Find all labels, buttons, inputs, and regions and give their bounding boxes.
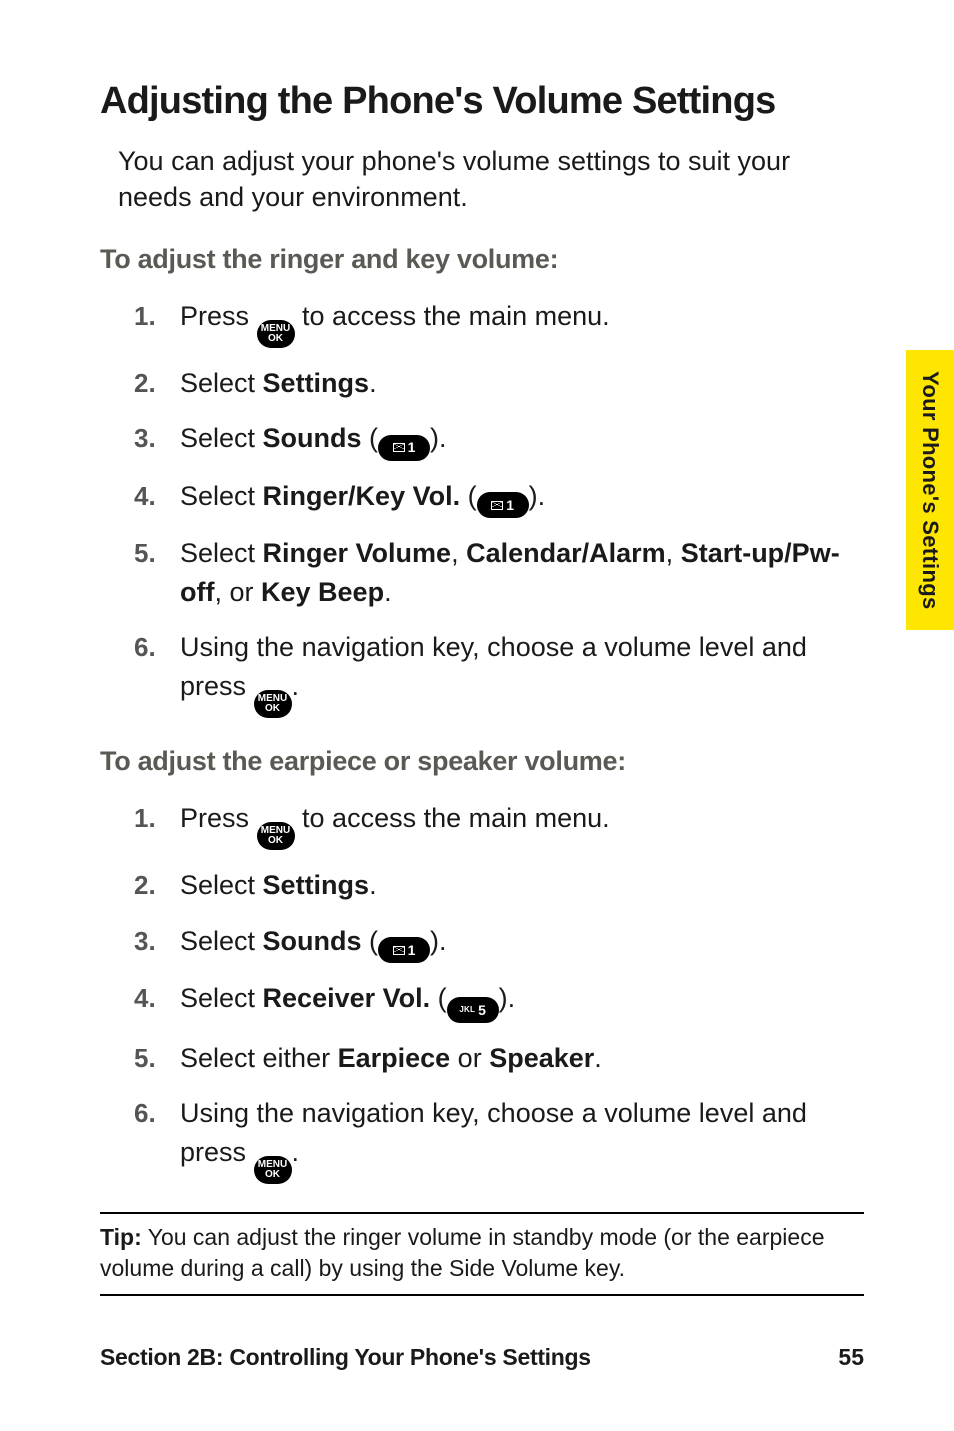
- step-number: 1.: [134, 297, 180, 336]
- list-item: 3. Select Sounds (1).: [134, 419, 864, 461]
- procedure-2-list: 1. Press MENUOK to access the main menu.…: [134, 799, 864, 1184]
- intro-paragraph: You can adjust your phone's volume setti…: [118, 143, 864, 216]
- list-item: 3. Select Sounds (1).: [134, 922, 864, 964]
- list-item: 2. Select Settings.: [134, 866, 864, 905]
- page-number: 55: [838, 1344, 864, 1371]
- envelope-icon: [393, 946, 405, 955]
- key-1-icon: 1: [378, 937, 430, 963]
- procedure-2-lead: To adjust the earpiece or speaker volume…: [100, 746, 864, 777]
- side-tab-label: Your Phone's Settings: [917, 371, 943, 609]
- list-item: 1. Press MENUOK to access the main menu.: [134, 799, 864, 850]
- list-item: 2. Select Settings.: [134, 364, 864, 403]
- step-body: Select either Earpiece or Speaker.: [180, 1039, 864, 1078]
- list-item: 1. Press MENUOK to access the main menu.: [134, 297, 864, 348]
- step-body: Press MENUOK to access the main menu.: [180, 297, 864, 348]
- menu-ok-icon: MENUOK: [254, 690, 292, 718]
- page-heading: Adjusting the Phone's Volume Settings: [100, 80, 864, 123]
- procedure-1-list: 1. Press MENUOK to access the main menu.…: [134, 297, 864, 719]
- step-number: 3.: [134, 419, 180, 458]
- step-body: Select Receiver Vol. (JKL5).: [180, 979, 864, 1023]
- key-5-icon: JKL5: [447, 997, 499, 1023]
- footer-section: Section 2B: Controlling Your Phone's Set…: [100, 1344, 591, 1371]
- menu-ok-icon: MENUOK: [257, 320, 295, 348]
- step-body: Select Settings.: [180, 866, 864, 905]
- step-number: 3.: [134, 922, 180, 961]
- step-body: Using the navigation key, choose a volum…: [180, 628, 864, 718]
- key-1-icon: 1: [378, 435, 430, 461]
- step-body: Select Sounds (1).: [180, 419, 864, 461]
- list-item: 4. Select Receiver Vol. (JKL5).: [134, 979, 864, 1023]
- step-number: 4.: [134, 477, 180, 516]
- step-number: 6.: [134, 628, 180, 667]
- key-1-icon: 1: [477, 492, 529, 518]
- envelope-icon: [393, 443, 405, 452]
- tip-label: Tip:: [100, 1224, 142, 1250]
- list-item: 5. Select Ringer Volume, Calendar/Alarm,…: [134, 534, 864, 612]
- list-item: 4. Select Ringer/Key Vol. (1).: [134, 477, 864, 519]
- step-body: Press MENUOK to access the main menu.: [180, 799, 864, 850]
- manual-page: Your Phone's Settings Adjusting the Phon…: [0, 0, 954, 1431]
- step-number: 4.: [134, 979, 180, 1018]
- side-tab: Your Phone's Settings: [906, 350, 954, 630]
- step-number: 5.: [134, 1039, 180, 1078]
- step-body: Select Ringer/Key Vol. (1).: [180, 477, 864, 519]
- tip-body: You can adjust the ringer volume in stan…: [100, 1224, 825, 1281]
- envelope-icon: [491, 501, 503, 510]
- list-item: 6. Using the navigation key, choose a vo…: [134, 628, 864, 718]
- step-number: 2.: [134, 364, 180, 403]
- list-item: 5. Select either Earpiece or Speaker.: [134, 1039, 864, 1078]
- step-number: 2.: [134, 866, 180, 905]
- step-number: 1.: [134, 799, 180, 838]
- tip-paragraph: Tip: You can adjust the ringer volume in…: [100, 1214, 864, 1294]
- menu-ok-icon: MENUOK: [257, 822, 295, 850]
- step-body: Select Settings.: [180, 364, 864, 403]
- step-body: Select Sounds (1).: [180, 922, 864, 964]
- list-item: 6. Using the navigation key, choose a vo…: [134, 1094, 864, 1184]
- menu-ok-icon: MENUOK: [254, 1156, 292, 1184]
- step-body: Using the navigation key, choose a volum…: [180, 1094, 864, 1184]
- page-footer: Section 2B: Controlling Your Phone's Set…: [100, 1344, 864, 1371]
- tip-rule-bottom: [100, 1294, 864, 1296]
- step-number: 6.: [134, 1094, 180, 1133]
- procedure-1-lead: To adjust the ringer and key volume:: [100, 244, 864, 275]
- step-body: Select Ringer Volume, Calendar/Alarm, St…: [180, 534, 864, 612]
- step-number: 5.: [134, 534, 180, 573]
